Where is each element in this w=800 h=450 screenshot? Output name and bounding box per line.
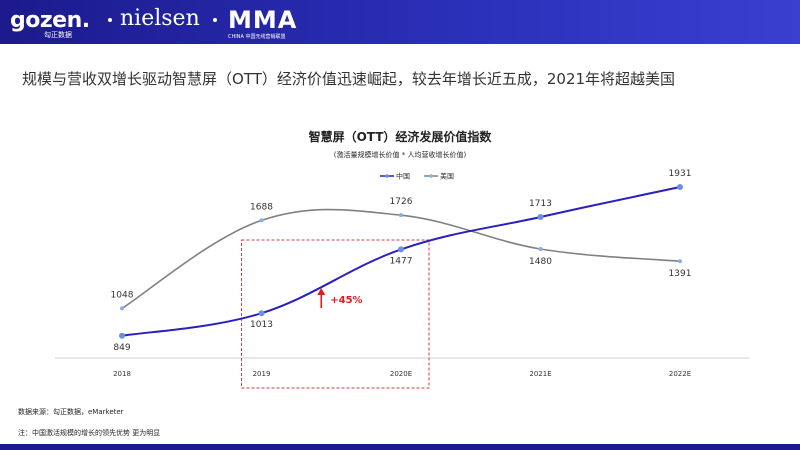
data-point-us [678, 259, 682, 264]
data-point-us [538, 247, 543, 251]
x-tick-label: 2022E [669, 370, 691, 378]
highlight-box [241, 239, 430, 389]
chart-title: 智慧屏（OTT）经济发展价值指数 [308, 130, 492, 144]
x-tick-label: 2020E [390, 370, 412, 378]
data-point-china [258, 310, 265, 317]
data-label-china: 1477 [390, 256, 413, 266]
data-label-china: 1013 [250, 320, 273, 330]
separator-dot [213, 18, 217, 22]
data-point-us [120, 306, 124, 311]
data-point-us [399, 213, 403, 218]
footnote: 注：中国激活规模的增长的领先优势 更为明显 [18, 429, 161, 437]
mma-logo: MMA [228, 6, 298, 34]
gozen-logo-subtitle: 勾正数据 [44, 31, 72, 39]
data-label-us: 1726 [390, 197, 413, 207]
mma-logo-subtitle: CHINA 中国无线营销联盟 [228, 34, 286, 40]
gozen-logo: gozen. [10, 8, 90, 33]
header-banner: gozen. 勾正数据 nielsen MMA CHINA 中国无线营销联盟 [0, 0, 800, 44]
separator-dot [108, 18, 112, 22]
x-tick-label: 2019 [253, 370, 271, 378]
data-label-us: 1391 [669, 269, 692, 279]
data-point-china [537, 213, 544, 220]
data-label-china: 1713 [529, 199, 552, 209]
data-source: 数据来源：勾正数据，eMarketer [18, 408, 124, 416]
nielsen-logo: nielsen [120, 6, 200, 31]
data-label-china: 1931 [669, 169, 692, 179]
data-point-china [119, 332, 125, 339]
chart-subtitle: (激活量规模增长价值 * 人均营收增长价值) [333, 151, 467, 159]
page-headline: 规模与营收双增长驱动智慧屏（OTT）经济价值迅速崛起，较去年增长近五成，2021… [22, 70, 676, 88]
data-label-us: 1688 [250, 202, 273, 212]
legend-label: 美国 [440, 172, 454, 181]
data-point-china [677, 183, 683, 190]
data-point-us [259, 218, 264, 223]
growth-arrow-head [317, 288, 326, 295]
x-tick-label: 2018 [113, 370, 131, 378]
data-label-china: 849 [113, 343, 130, 353]
data-label-us: 1480 [529, 257, 552, 267]
legend-marker [429, 174, 433, 178]
footer-bar [0, 444, 800, 450]
growth-annotation: +45% [330, 295, 362, 306]
legend-label: 中国 [396, 172, 410, 181]
data-point-china [398, 246, 404, 253]
x-tick-label: 2021E [529, 370, 551, 378]
legend-marker [385, 174, 389, 178]
data-label-us: 1048 [111, 290, 134, 300]
